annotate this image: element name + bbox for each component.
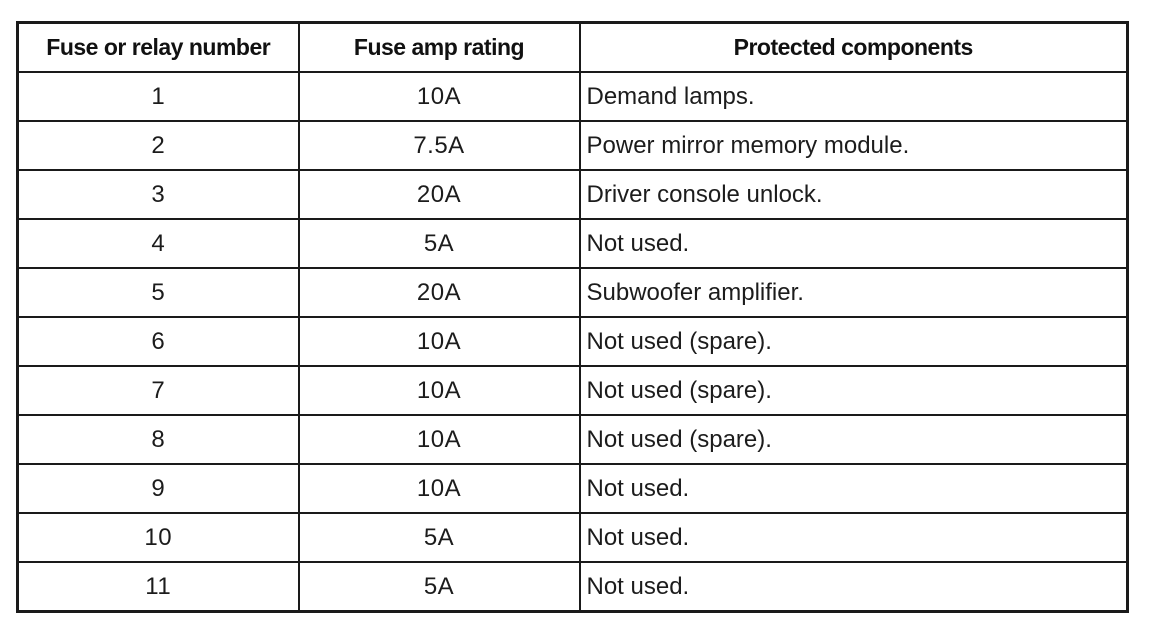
fuse-table-body: 1 10A Demand lamps. 2 7.5A Power mirror … [16,71,1129,613]
protected-component-cell: Power mirror memory module. [578,120,1129,171]
table-row: 2 7.5A Power mirror memory module. [16,120,1129,171]
protected-component-cell: Not used (spare). [578,414,1129,465]
header-row: Fuse or relay number Fuse amp rating Pro… [16,21,1129,73]
table-row: 9 10A Not used. [16,463,1129,514]
amp-rating-cell: 10A [297,414,581,465]
fuse-number-cell: 2 [16,120,300,171]
protected-component-cell: Demand lamps. [578,71,1129,122]
amp-rating-cell: 7.5A [297,120,581,171]
table-row: 11 5A Not used. [16,561,1129,613]
fuse-number-cell: 9 [16,463,300,514]
table-row: 8 10A Not used (spare). [16,414,1129,465]
amp-rating-cell: 20A [297,267,581,318]
fuse-number-cell: 7 [16,365,300,416]
amp-rating-cell: 10A [297,365,581,416]
amp-rating-cell: 20A [297,169,581,220]
amp-rating-cell: 10A [297,463,581,514]
protected-component-cell: Not used. [578,463,1129,514]
amp-rating-cell: 5A [297,218,581,269]
fuse-number-cell: 10 [16,512,300,563]
table-row: 3 20A Driver console unlock. [16,169,1129,220]
fuse-specification-table: Fuse or relay number Fuse amp rating Pro… [16,21,1129,613]
table-row: 5 20A Subwoofer amplifier. [16,267,1129,318]
protected-component-cell: Not used. [578,561,1129,613]
fuse-number-cell: 5 [16,267,300,318]
column-header-amp-rating: Fuse amp rating [297,21,581,73]
amp-rating-cell: 10A [297,71,581,122]
amp-rating-cell: 10A [297,316,581,367]
protected-component-cell: Subwoofer amplifier. [578,267,1129,318]
protected-component-cell: Not used (spare). [578,365,1129,416]
fuse-number-cell: 6 [16,316,300,367]
fuse-number-cell: 4 [16,218,300,269]
fuse-number-cell: 3 [16,169,300,220]
amp-rating-cell: 5A [297,561,581,613]
protected-component-cell: Not used. [578,512,1129,563]
fuse-number-cell: 11 [16,561,300,613]
fuse-number-cell: 1 [16,71,300,122]
fuse-table-header: Fuse or relay number Fuse amp rating Pro… [16,21,1129,73]
column-header-protected-components: Protected components [578,21,1129,73]
amp-rating-cell: 5A [297,512,581,563]
protected-component-cell: Driver console unlock. [578,169,1129,220]
table-row: 6 10A Not used (spare). [16,316,1129,367]
table-row: 10 5A Not used. [16,512,1129,563]
fuse-number-cell: 8 [16,414,300,465]
protected-component-cell: Not used (spare). [578,316,1129,367]
table-row: 4 5A Not used. [16,218,1129,269]
table-row: 7 10A Not used (spare). [16,365,1129,416]
protected-component-cell: Not used. [578,218,1129,269]
table-row: 1 10A Demand lamps. [16,71,1129,122]
column-header-fuse-number: Fuse or relay number [16,21,300,73]
